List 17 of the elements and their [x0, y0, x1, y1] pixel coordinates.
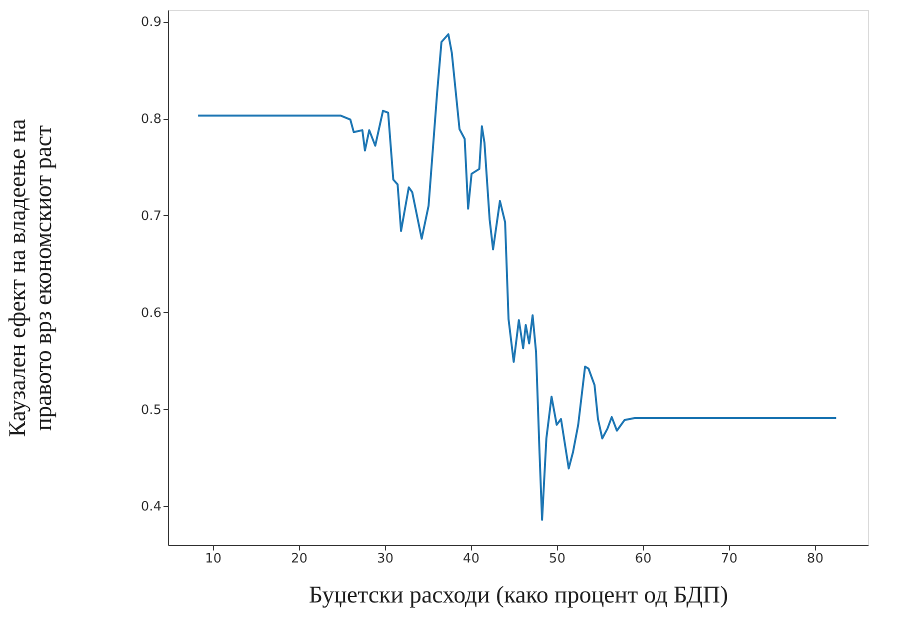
y-tick-label: 0.7	[140, 208, 162, 224]
y-tick-label: 0.9	[140, 15, 162, 30]
x-tick-label: 30	[376, 552, 394, 566]
x-tick-label: 50	[548, 552, 566, 566]
y-tick-label: 0.6	[140, 306, 162, 321]
x-tick-label: 60	[634, 552, 652, 566]
x-tick-label: 70	[720, 552, 738, 566]
x-tick-label: 10	[204, 552, 222, 566]
y-axis-title: Каузален ефект на владеење на правото врз економскиот раст	[4, 118, 57, 438]
x-axis-title: Буџетски расходи (како процент од БДП)	[308, 582, 728, 608]
y-tick-label: 0.5	[140, 402, 162, 418]
line-series	[197, 33, 838, 521]
x-tick-label: 80	[806, 552, 824, 566]
x-tick-label: 20	[290, 552, 308, 566]
y-tick-label: 0.4	[140, 500, 162, 515]
y-tick-label: 0.8	[140, 112, 162, 128]
x-tick-label: 40	[462, 552, 480, 566]
